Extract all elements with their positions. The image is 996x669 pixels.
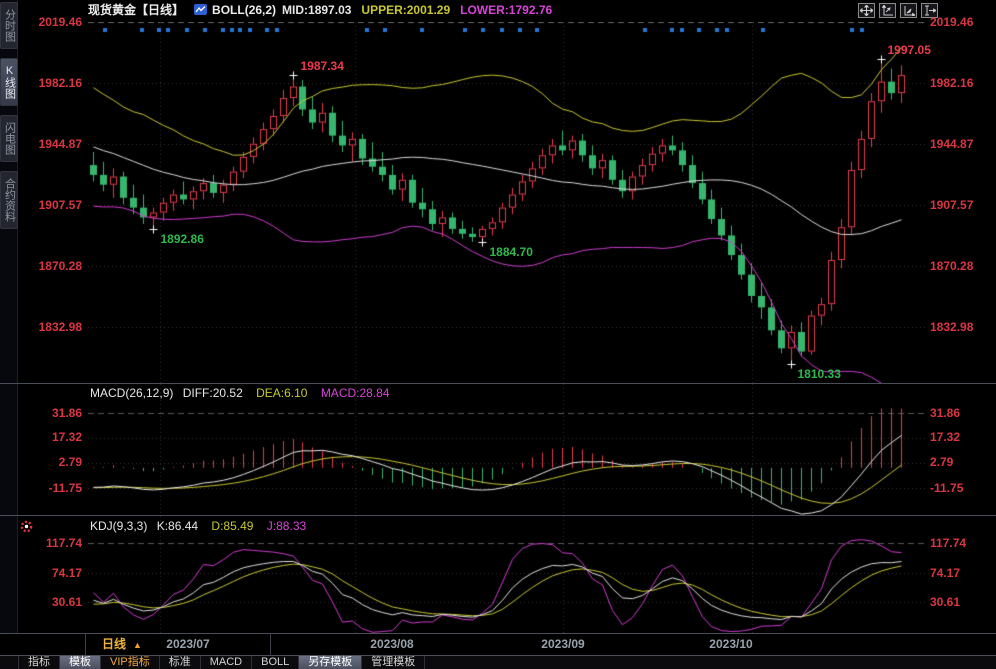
month-label: 2023/07 xyxy=(166,637,210,651)
price-label: 1982.16 xyxy=(930,76,974,90)
price-label: 1982.16 xyxy=(38,76,82,90)
price-label: 1832.98 xyxy=(930,320,974,334)
header-toolbar xyxy=(858,3,938,18)
sidebar-tab-0[interactable]: 分时图 xyxy=(0,2,18,49)
sidebar-tab-3[interactable]: 合约资料 xyxy=(0,171,18,229)
bottom-tab-6[interactable]: 另存模板 xyxy=(299,656,363,669)
period-tag: 【日线】 xyxy=(136,3,185,17)
price-label: 31.86 xyxy=(930,406,961,420)
panel-divider xyxy=(0,633,996,634)
macd-macd-value: MACD:28.84 xyxy=(320,386,390,400)
extreme-price-annotation: 1987.34 xyxy=(300,58,344,73)
axis-cell-divider xyxy=(270,634,271,655)
price-label: 1907.57 xyxy=(930,198,974,212)
chevron-up-icon: ▲ xyxy=(133,640,142,650)
price-label: 74.17 xyxy=(930,566,961,580)
price-label: 17.32 xyxy=(51,430,82,444)
price-label: 2019.46 xyxy=(930,15,974,29)
boll-upper-label: UPPER:2001.29 xyxy=(361,3,451,17)
price-label: 1944.87 xyxy=(38,137,82,151)
price-label: 117.74 xyxy=(930,536,967,550)
period-selector[interactable]: 日线 ▲ xyxy=(88,634,142,655)
extreme-price-annotation: 1810.33 xyxy=(797,367,841,382)
boll-mid-label: MID:1897.03 xyxy=(282,3,352,17)
extreme-price-annotation: 1997.05 xyxy=(887,42,931,57)
price-label: 1832.98 xyxy=(38,320,82,334)
bottom-tab-5[interactable]: BOLL xyxy=(252,656,300,669)
kdj-indicator-chart[interactable] xyxy=(88,516,928,633)
price-label: 1870.28 xyxy=(930,259,974,273)
indicator-settings-icon[interactable] xyxy=(20,520,33,538)
kdj-j-value: J:88.33 xyxy=(266,519,307,533)
indicator-name[interactable]: BOLL(26,2) xyxy=(212,3,277,17)
month-label: 2023/08 xyxy=(370,637,414,651)
macd-title[interactable]: MACD(26,12,9) xyxy=(90,386,174,400)
bottom-tab-7[interactable]: 管理模板 xyxy=(362,656,426,669)
kdj-d-value: D:85.49 xyxy=(211,519,254,533)
price-label: 2019.46 xyxy=(38,15,82,29)
price-label: -11.75 xyxy=(48,481,82,495)
chart-header: 现货黄金【日线】 BOLL(26,2) MID:1897.03 UPPER:2001.… xyxy=(88,0,552,22)
kdj-k-value: K:86.44 xyxy=(156,519,199,533)
price-label: 17.32 xyxy=(930,430,961,444)
time-axis-row: 日线 ▲ 2023/07 2023/08 2023/09 2023/10 xyxy=(0,634,996,655)
period-label: 日线 xyxy=(102,637,127,651)
price-label: 1907.57 xyxy=(38,198,82,212)
kdj-title[interactable]: KDJ(9,3,3) xyxy=(90,519,148,533)
bottom-tabbar: 指标 模板 VIP指标 标准 MACD BOLL 另存模板 管理模板 xyxy=(0,655,996,669)
macd-diff-value: DIFF:20.52 xyxy=(182,386,243,400)
extreme-price-annotation: 1892.86 xyxy=(160,232,204,247)
sidebar-tab-1[interactable]: K线图 xyxy=(0,58,18,106)
bottom-tab-2[interactable]: VIP指标 xyxy=(101,656,160,669)
panel-divider xyxy=(0,515,996,516)
price-label: 117.74 xyxy=(45,536,82,550)
macd-dea-value: DEA:6.10 xyxy=(256,386,308,400)
boll-lower-label: LOWER:1792.76 xyxy=(460,3,553,17)
pan-crosshair-icon[interactable] xyxy=(858,3,875,18)
macd-indicator-chart[interactable] xyxy=(88,384,928,515)
main-candlestick-chart[interactable] xyxy=(88,22,928,383)
price-label: 2.79 xyxy=(58,455,82,469)
left-sidebar: 分时图 K线图闪电图合约资料 xyxy=(0,0,18,633)
panel-divider xyxy=(0,383,996,384)
price-label: 31.86 xyxy=(51,406,82,420)
price-label: 1870.28 xyxy=(38,259,82,273)
symbol-title: 现货黄金 xyxy=(88,3,137,17)
price-label: 74.17 xyxy=(51,566,82,580)
kline-chart-icon xyxy=(194,1,208,22)
page-forward-icon[interactable] xyxy=(921,3,938,18)
month-label: 2023/10 xyxy=(709,637,753,651)
price-label: 1944.87 xyxy=(930,137,974,151)
price-label: 30.61 xyxy=(51,595,82,609)
kdj-header: KDJ(9,3,3) K:86.44 D:85.49 J:88.33 xyxy=(90,519,306,533)
axis-cell-divider xyxy=(85,634,86,655)
macd-header: MACD(26,12,9) DIFF:20.52 DEA:6.10 MACD:2… xyxy=(90,386,390,400)
extreme-price-annotation: 1884.70 xyxy=(489,245,533,260)
price-label: -11.75 xyxy=(930,481,964,495)
bottom-tab-1[interactable]: 模板 xyxy=(60,656,101,669)
axis-zoom-horizontal-icon[interactable] xyxy=(900,3,917,18)
price-label: 2.79 xyxy=(930,455,954,469)
bottom-tab-3[interactable]: 标准 xyxy=(160,656,201,669)
bottom-tab-4[interactable]: MACD xyxy=(201,656,253,669)
sidebar-tab-2[interactable]: 闪电图 xyxy=(0,115,18,162)
month-label: 2023/09 xyxy=(541,637,585,651)
price-label: 30.61 xyxy=(930,595,961,609)
axis-zoom-vertical-icon[interactable] xyxy=(879,3,896,18)
bottom-tab-0[interactable]: 指标 xyxy=(18,656,60,669)
